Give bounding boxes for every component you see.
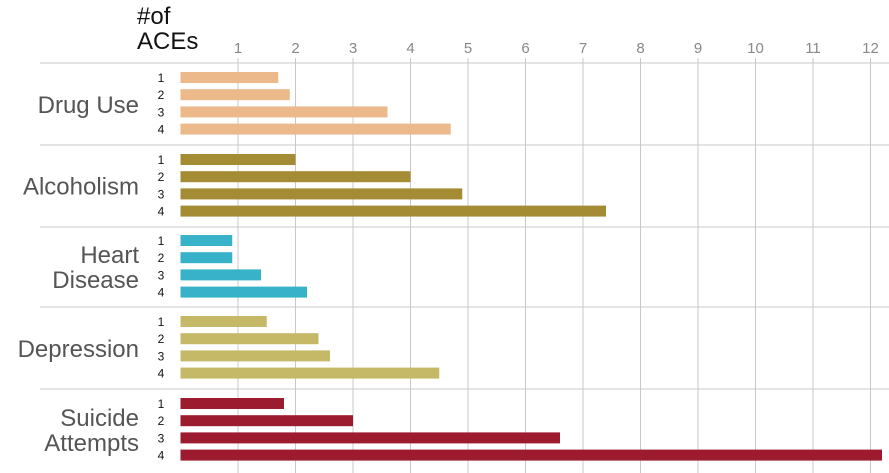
group-label: Heart Disease [52,242,139,294]
bar-label: 2 [158,170,165,184]
bar [180,205,606,217]
x-tick-labels: 1 2 3 4 5 6 7 8 9 10 11 12 [234,40,879,57]
x-tick-label: 2 [291,40,299,57]
bar-labels: 1 2 3 4 1 2 3 4 1 2 3 4 1 2 3 4 1 2 3 4 [158,71,165,463]
bar-label: 1 [158,71,165,85]
bar-label: 4 [158,123,165,137]
x-tick-label: 8 [636,40,644,57]
x-tick-label: 9 [694,40,702,57]
x-tick-label: 1 [234,40,242,57]
group-separators [40,62,889,390]
bar-label: 4 [158,205,165,219]
bar [180,123,451,135]
bar [180,106,388,118]
x-tick-label: 4 [406,40,414,57]
bar-label: 1 [158,315,165,329]
bar [180,235,233,246]
bar-label: 3 [158,187,165,201]
bar [180,154,296,165]
bar [180,89,290,101]
bar-label: 3 [158,268,165,282]
bar-label: 1 [158,153,165,167]
group-label: Drug Use [38,92,139,119]
bar [180,415,353,427]
bar [180,432,560,444]
gridlines [237,58,871,473]
bar [180,316,267,327]
x-tick-label: 12 [862,40,879,57]
bar-label: 1 [158,234,165,248]
x-tick-label: 7 [579,40,587,57]
bar [180,269,261,281]
bar [180,333,319,345]
bar-label: 3 [158,105,165,119]
x-tick-label: 10 [747,40,764,57]
bar [180,171,411,183]
bar-label: 3 [158,431,165,445]
bar-label: 4 [158,367,165,381]
bar [180,72,279,83]
y-axis-title: #of ACEs [137,3,198,55]
bars [180,72,882,461]
bar [180,398,284,409]
x-tick-label: 3 [349,40,357,57]
x-tick-label: 11 [805,40,821,57]
bar [180,252,233,264]
group-label: Suicide Attempts [44,405,139,457]
bar [180,367,440,379]
bar-label: 4 [158,449,165,463]
bar-label: 2 [158,251,165,265]
bar [180,449,882,461]
bar [180,188,463,200]
bar-label: 2 [158,414,165,428]
bar-label: 3 [158,349,165,363]
bar [180,350,330,362]
bar-label: 1 [158,397,165,411]
x-tick-label: 6 [521,40,529,57]
group-label: Depression [18,336,139,363]
group-labels: Drug Use Alcoholism Heart Disease Depression… [18,92,140,457]
bar-label: 2 [158,332,165,346]
bar-label: 4 [158,286,165,300]
group-label: Alcoholism [23,174,139,201]
bar [180,286,307,298]
x-tick-label: 5 [464,40,472,57]
bar-label: 2 [158,88,165,102]
